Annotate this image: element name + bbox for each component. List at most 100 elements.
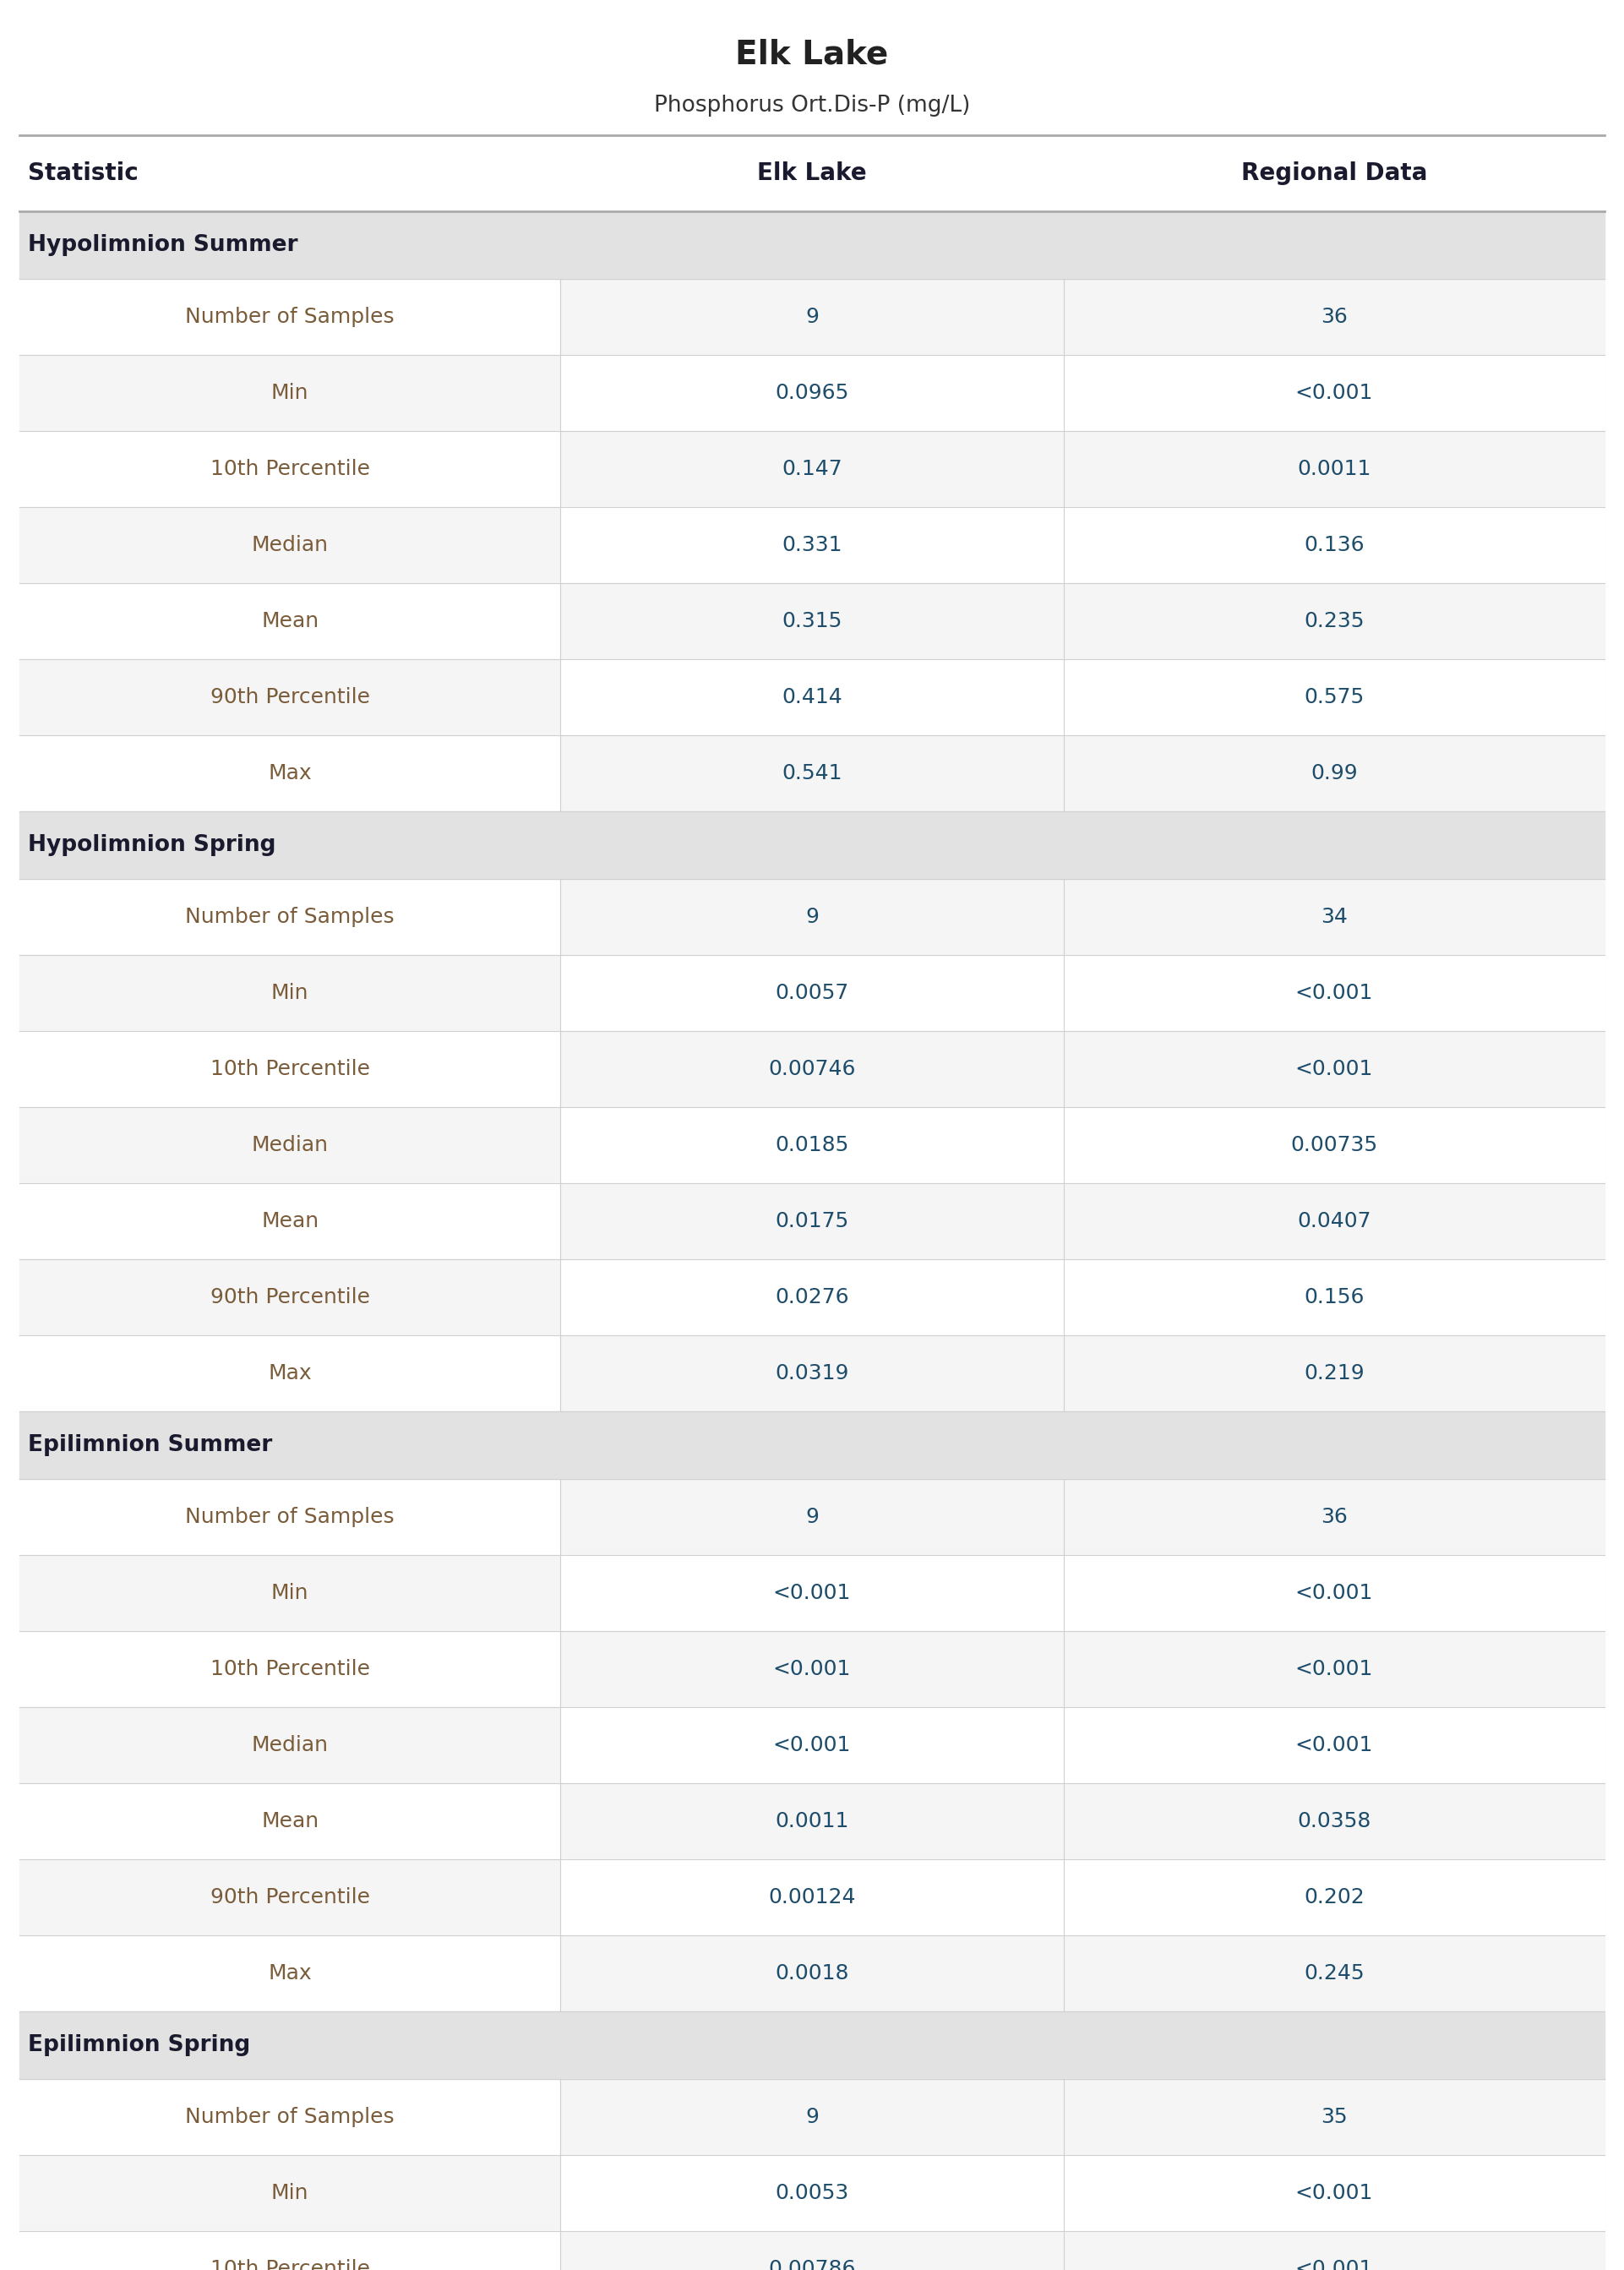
Text: Elk Lake: Elk Lake — [736, 39, 888, 70]
Text: 0.0185: 0.0185 — [775, 1135, 849, 1155]
Bar — [560, 1936, 1605, 2011]
Bar — [560, 2154, 1605, 2231]
Text: Mean: Mean — [261, 1811, 318, 1832]
Bar — [19, 2079, 1605, 2154]
Bar — [560, 956, 1605, 1031]
Text: 0.0175: 0.0175 — [775, 1212, 849, 1230]
Text: 0.99: 0.99 — [1311, 763, 1358, 783]
Bar — [560, 2079, 1605, 2154]
Text: <0.001: <0.001 — [773, 1734, 851, 1755]
Bar — [560, 658, 1605, 735]
Text: 9: 9 — [806, 906, 818, 926]
Text: Max: Max — [268, 763, 312, 783]
Bar — [19, 2231, 1605, 2270]
Bar — [560, 878, 1605, 956]
Text: Number of Samples: Number of Samples — [185, 906, 395, 926]
Text: Hypolimnion Spring: Hypolimnion Spring — [28, 833, 276, 856]
Bar — [19, 1412, 1605, 1480]
Bar — [19, 1632, 1605, 1707]
Text: Regional Data: Regional Data — [1241, 161, 1427, 186]
Text: 10th Percentile: 10th Percentile — [209, 1058, 370, 1078]
Text: <0.001: <0.001 — [1294, 1734, 1374, 1755]
Bar — [19, 658, 1605, 735]
Bar — [560, 431, 1605, 506]
Bar — [560, 354, 1605, 431]
Text: 0.414: 0.414 — [781, 688, 843, 708]
Bar — [19, 1335, 1605, 1412]
Bar — [560, 506, 1605, 583]
Text: Min: Min — [271, 983, 309, 1003]
Text: Number of Samples: Number of Samples — [185, 306, 395, 327]
Text: Number of Samples: Number of Samples — [185, 2107, 395, 2127]
Text: Elk Lake: Elk Lake — [757, 161, 867, 186]
Text: Max: Max — [268, 1964, 312, 1984]
Text: 0.0053: 0.0053 — [775, 2184, 849, 2204]
Bar — [19, 2154, 1605, 2231]
Text: Mean: Mean — [261, 1212, 318, 1230]
Text: Median: Median — [252, 1734, 328, 1755]
Text: <0.001: <0.001 — [1294, 983, 1374, 1003]
Bar — [560, 279, 1605, 354]
Text: 9: 9 — [806, 1507, 818, 1528]
Text: 0.331: 0.331 — [781, 536, 843, 556]
Bar — [560, 1031, 1605, 1108]
Bar — [19, 810, 1605, 878]
Bar — [19, 1031, 1605, 1108]
Text: 9: 9 — [806, 2107, 818, 2127]
Text: <0.001: <0.001 — [1294, 2184, 1374, 2204]
Text: Median: Median — [252, 1135, 328, 1155]
Text: <0.001: <0.001 — [1294, 1058, 1374, 1078]
Bar — [19, 1859, 1605, 1936]
Bar — [560, 1632, 1605, 1707]
Text: 0.0319: 0.0319 — [775, 1364, 849, 1382]
Bar — [560, 1183, 1605, 1260]
Text: 0.245: 0.245 — [1304, 1964, 1364, 1984]
Bar — [560, 1707, 1605, 1784]
Text: Max: Max — [268, 1364, 312, 1382]
Text: Statistic: Statistic — [28, 161, 138, 186]
Text: 0.147: 0.147 — [781, 459, 843, 479]
Text: 0.315: 0.315 — [781, 611, 843, 631]
Text: Hypolimnion Summer: Hypolimnion Summer — [28, 234, 297, 257]
Bar — [19, 2011, 1605, 2079]
Text: <0.001: <0.001 — [1294, 2259, 1374, 2270]
Bar — [560, 1555, 1605, 1632]
Text: 0.00786: 0.00786 — [768, 2259, 856, 2270]
Text: 0.0276: 0.0276 — [775, 1287, 849, 1308]
Text: <0.001: <0.001 — [1294, 1659, 1374, 1680]
Text: 0.0018: 0.0018 — [775, 1964, 849, 1984]
Bar — [19, 1108, 1605, 1183]
Text: 0.00735: 0.00735 — [1291, 1135, 1377, 1155]
Bar — [19, 431, 1605, 506]
Text: Min: Min — [271, 1582, 309, 1603]
Bar — [19, 1936, 1605, 2011]
Text: Mean: Mean — [261, 611, 318, 631]
Text: 0.235: 0.235 — [1304, 611, 1364, 631]
Text: Min: Min — [271, 384, 309, 404]
Bar — [19, 1784, 1605, 1859]
Bar — [19, 1480, 1605, 1555]
Text: 0.136: 0.136 — [1304, 536, 1364, 556]
Bar — [560, 1784, 1605, 1859]
Bar — [19, 583, 1605, 658]
Bar — [19, 279, 1605, 354]
Text: Epilimnion Spring: Epilimnion Spring — [28, 2034, 250, 2057]
Text: <0.001: <0.001 — [773, 1582, 851, 1603]
Bar — [19, 1555, 1605, 1632]
Bar — [560, 1260, 1605, 1335]
Text: 0.0011: 0.0011 — [775, 1811, 849, 1832]
Text: 0.0011: 0.0011 — [1298, 459, 1371, 479]
Text: 0.202: 0.202 — [1304, 1886, 1364, 1907]
Bar — [19, 1183, 1605, 1260]
Text: 0.156: 0.156 — [1304, 1287, 1364, 1308]
Text: 36: 36 — [1320, 306, 1348, 327]
Bar — [560, 2231, 1605, 2270]
Bar — [19, 956, 1605, 1031]
Text: 36: 36 — [1320, 1507, 1348, 1528]
Bar — [560, 583, 1605, 658]
Text: 34: 34 — [1320, 906, 1348, 926]
Bar — [19, 735, 1605, 810]
Text: 90th Percentile: 90th Percentile — [209, 1287, 370, 1308]
Bar — [19, 1260, 1605, 1335]
Text: 0.575: 0.575 — [1304, 688, 1364, 708]
